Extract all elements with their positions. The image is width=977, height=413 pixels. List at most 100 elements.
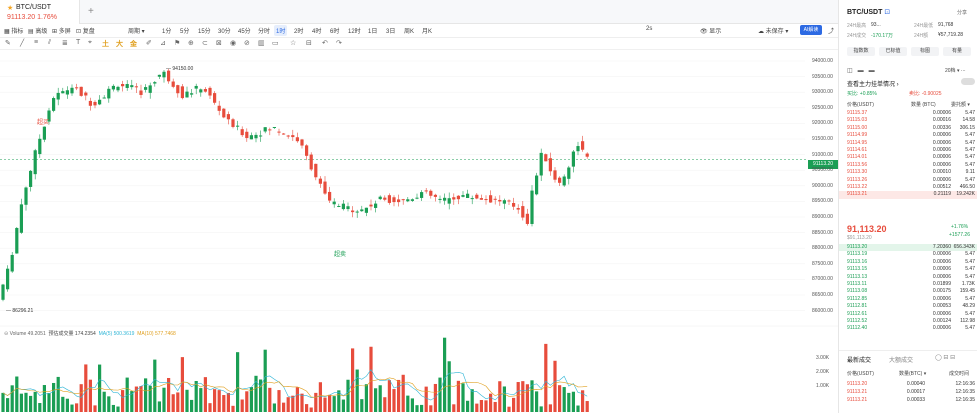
ai-analysis-button[interactable]: AI解读 (800, 25, 822, 35)
eye-icon[interactable]: ◉ (230, 40, 237, 47)
ask-row[interactable]: 91114.61 0.00006 5.47 (839, 147, 977, 154)
interval-14[interactable]: 月K (422, 29, 433, 35)
order-qty: 0.00016 (932, 117, 951, 124)
panel-button-2[interactable]: 标图 (911, 47, 939, 56)
cursor-icon[interactable]: ⌖ (88, 39, 92, 46)
ask-row[interactable]: 91114.95 0.00006 5.47 (839, 140, 977, 147)
tab-large-trades[interactable]: 大额成交 (889, 358, 914, 364)
candle-body (190, 93, 194, 95)
ask-row[interactable]: 91113.56 0.00006 5.47 (839, 162, 977, 169)
rect-icon[interactable]: ▭ (272, 40, 279, 47)
ask-row[interactable]: 91115.03 0.00016 14.58 (839, 117, 977, 124)
bid-row[interactable]: 91113.11 0.01899 1.73K (839, 281, 977, 288)
zoom-icon[interactable]: ⊕ (188, 40, 194, 47)
bid-row[interactable]: 91113.15 0.00006 5.47 (839, 266, 977, 273)
bid-row[interactable]: 91112.40 0.00006 5.47 (839, 325, 977, 332)
pencil-icon[interactable]: ✎ (5, 40, 11, 47)
candlestick-chart[interactable] (0, 50, 838, 413)
order-price: 91112.85 (847, 295, 868, 302)
magnet-icon[interactable]: ⊂ (202, 40, 208, 47)
display-button[interactable]: 👁 显示 (700, 29, 722, 35)
bid-row[interactable]: 91112.52 0.00124 112.98 (839, 318, 977, 325)
big-order-link[interactable]: 查看主力挂单情况 › (847, 82, 899, 88)
depth-dropdown[interactable]: 20档 ▾ ⋯ (945, 68, 966, 74)
menu-icon[interactable]: ≡ (34, 39, 39, 46)
interval-7[interactable]: 2时 (294, 29, 304, 35)
advanced-button[interactable]: ▤ 高级 (28, 29, 48, 35)
bid-row[interactable]: 91113.16 0.00006 5.47 (839, 259, 977, 266)
flag-icon[interactable]: ⚑ (174, 40, 181, 47)
star-icon[interactable]: ★ (7, 5, 14, 12)
ask-row[interactable]: 91114.99 0.00006 5.47 (839, 132, 977, 139)
interval-6[interactable]: 1时 (274, 25, 288, 36)
ask-row[interactable]: 91114.01 0.00006 5.47 (839, 154, 977, 161)
volume-bar (98, 364, 102, 412)
add-tab-button[interactable]: + (88, 6, 94, 17)
share-icon[interactable]: ⤴ (828, 29, 835, 35)
panel-button-1[interactable]: 已标值 (879, 47, 907, 56)
bid-row[interactable]: 91113.20 7.20360 656.343K (839, 244, 977, 252)
interval-13[interactable]: 周K (404, 29, 415, 35)
tool-soil[interactable]: 土 (102, 41, 109, 48)
panel-action[interactable]: 分享 (957, 10, 968, 16)
trade-filter-icons[interactable]: ◯ ⊟ ⊟ (935, 355, 956, 361)
interval-9[interactable]: 6时 (330, 29, 340, 35)
interval-4[interactable]: 45分 (238, 29, 251, 35)
panel-button-0[interactable]: 指数数 (847, 47, 875, 56)
period-dropdown[interactable]: 周期 ▾ (128, 29, 145, 35)
ask-row[interactable]: 91113.30 0.00010 9.11 (839, 169, 977, 176)
text-tool-icon[interactable]: T (76, 39, 81, 46)
tool-big[interactable]: 大 (116, 41, 123, 48)
interval-2[interactable]: 15分 (198, 29, 211, 35)
measure-icon[interactable]: ⊿ (160, 40, 166, 47)
ask-row[interactable]: 91115.37 0.00006 5.47 (839, 110, 977, 117)
candle-body (75, 87, 79, 89)
bid-row[interactable]: 91113.08 0.00175 159.45 (839, 288, 977, 295)
interval-10[interactable]: 12时 (348, 29, 361, 35)
fib-icon[interactable]: ≣ (62, 40, 68, 47)
redo-icon[interactable]: ↷ (336, 40, 342, 47)
view-icons[interactable]: ◫ ▬ ▬ (847, 68, 875, 74)
tab-latest-trades[interactable]: 最新成交 (847, 358, 872, 364)
big-order-toggle[interactable] (961, 78, 975, 85)
multiscreen-button[interactable]: ⊞ 多屏 (52, 29, 71, 35)
volume-bar (42, 385, 46, 412)
ask-row[interactable]: 91113.26 0.00006 5.47 (839, 177, 977, 184)
trash-icon[interactable]: ▥ (258, 40, 265, 47)
star-outline-icon[interactable]: ☆ (290, 40, 297, 47)
interval-5[interactable]: 分时 (258, 29, 271, 35)
hide-icon[interactable]: ⊘ (244, 40, 250, 47)
interval-8[interactable]: 4时 (312, 29, 322, 35)
ask-row[interactable]: 91115.00 0.00336 306.15 (839, 125, 977, 132)
interval-12[interactable]: 3日 (386, 29, 396, 35)
interval-0[interactable]: 1分 (162, 29, 172, 35)
tool-gold[interactable]: 金 (130, 41, 137, 48)
lock-icon[interactable]: ⊠ (216, 40, 222, 47)
screenshot-icon[interactable]: ⊟ (306, 40, 312, 47)
ask-row[interactable]: 91113.21 0.21119 19.242K (839, 191, 977, 199)
order-total: 5.47 (965, 154, 975, 161)
replay-button[interactable]: ⊡ 复盘 (76, 29, 95, 35)
col-total[interactable]: 委托额 ▾ (951, 102, 970, 108)
interval-1[interactable]: 5分 (180, 29, 190, 35)
chart-area[interactable]: 超买 超卖 — 94150.00 — 86296.21 91113.20 940… (0, 50, 838, 413)
ask-row[interactable]: 91113.22 0.00512 466.50 (839, 184, 977, 191)
bid-row[interactable]: 91113.13 0.00006 5.47 (839, 274, 977, 281)
bid-row[interactable]: 91112.81 0.00053 48.29 (839, 303, 977, 310)
tab-btc-usdt[interactable]: ★ BTC/USDT 91113.20 1.76% (0, 0, 80, 24)
trade-col-qty[interactable]: 数量(BTC) ▾ (899, 371, 927, 377)
line-icon[interactable]: ╱ (20, 40, 25, 47)
bid-row[interactable]: 91112.85 0.00006 5.47 (839, 296, 977, 303)
interval-3[interactable]: 30分 (218, 29, 231, 35)
undo-icon[interactable]: ↶ (322, 40, 328, 47)
bid-row[interactable]: 91113.19 0.00006 5.47 (839, 251, 977, 258)
bid-row[interactable]: 91112.61 0.00006 5.47 (839, 311, 977, 318)
layout-dropdown[interactable]: ☁ 未保存 ▾ (758, 29, 789, 35)
indicator-button[interactable]: ▦ 指标 (4, 29, 24, 35)
parallel-icon[interactable]: ⫽ (48, 39, 52, 46)
candle-body (493, 198, 497, 200)
panel-button-3[interactable]: 有量 (943, 47, 971, 56)
brush-icon[interactable]: ✐ (146, 40, 152, 47)
interval-11[interactable]: 1日 (368, 29, 378, 35)
refresh-interval[interactable]: 2s (646, 26, 653, 32)
